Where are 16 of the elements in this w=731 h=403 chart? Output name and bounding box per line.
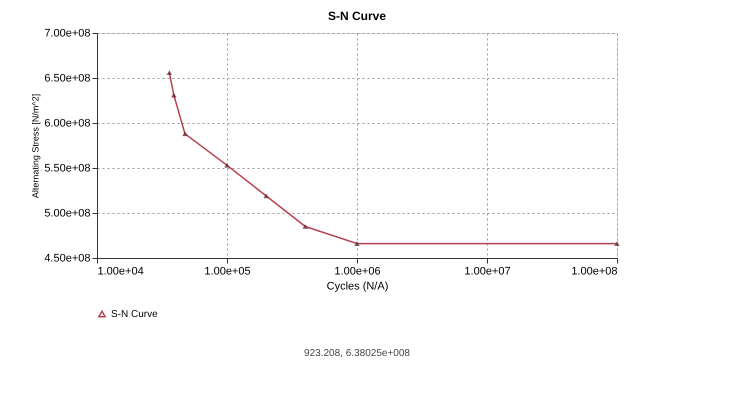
y-axis-title: Alternating Stress [N/m^2]: [30, 94, 40, 198]
chart-title: S-N Curve: [328, 9, 386, 23]
x-axis-title: Cycles (N/A): [326, 280, 388, 292]
legend-label: S-N Curve: [111, 309, 158, 320]
y-tick-label: 4.50e+08: [44, 252, 90, 264]
y-tick-label: 6.00e+08: [44, 118, 90, 130]
y-tick-label: 5.00e+08: [44, 208, 90, 220]
y-tick-label: 7.00e+08: [44, 28, 90, 40]
text: 923.208, 6.38025e+008: [304, 348, 410, 359]
y-tick-label: 5.50e+08: [44, 162, 90, 174]
x-tick-label: 1.00e+06: [334, 266, 381, 278]
x-tick-label: 1.00e+04: [98, 266, 144, 278]
y-tick-label: 6.50e+08: [44, 72, 90, 84]
x-tick-label: 1.00e+08: [571, 266, 618, 278]
x-tick-label: 1.00e+07: [464, 266, 511, 278]
x-tick-label: 1.00e+05: [204, 266, 251, 278]
